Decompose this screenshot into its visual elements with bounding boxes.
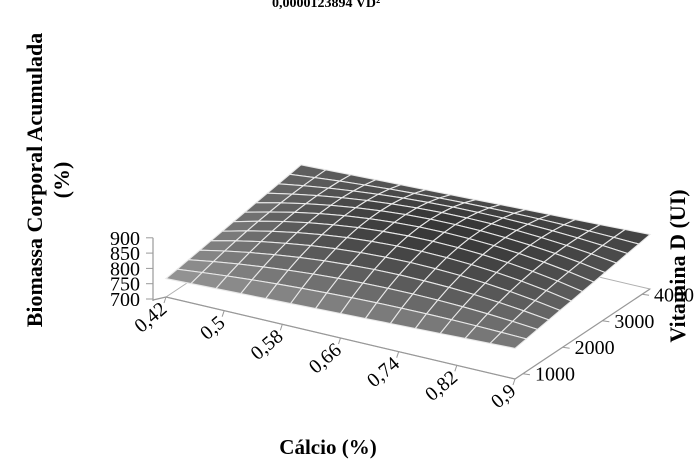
surface-cell	[488, 331, 528, 349]
y-tick-label: 900	[110, 228, 140, 250]
x-tick-label: 0,66	[305, 339, 346, 378]
floor-front-left	[152, 296, 167, 301]
x-axis-title: Cálcio (%)	[279, 435, 377, 459]
y-tick-label: 850	[110, 243, 140, 265]
x-tick-mark	[279, 324, 283, 331]
x-tick-mark	[512, 378, 516, 386]
x-tick-mark	[338, 337, 341, 345]
z-tick-label: 2000	[575, 337, 615, 359]
z-tick-mark	[562, 346, 570, 349]
z-tick-mark	[641, 293, 650, 296]
z-axis-line	[514, 288, 651, 380]
z-tick-label: 3000	[614, 311, 654, 333]
x-tick-mark	[396, 351, 400, 358]
y-tick-label: 750	[110, 274, 140, 296]
x-tick-mark	[163, 296, 167, 304]
equation-text: 0,0000123894 VD²	[272, 0, 381, 11]
x-tick-mark	[454, 365, 458, 372]
y-tick-label: 700	[110, 289, 140, 311]
x-tick-label: 0,82	[421, 366, 462, 405]
surface	[164, 164, 652, 349]
y-axis-title-line2: (%)	[49, 161, 74, 199]
y-axis-title-line1: Biomassa Corporal Acumulada	[22, 32, 47, 328]
x-tick-mark	[221, 310, 225, 317]
z-axis-title: Vitamina D (UI)	[665, 189, 690, 343]
x-tick-label: 0,58	[247, 325, 288, 364]
y-tick-label: 800	[110, 258, 140, 280]
y-axis-title: Biomassa Corporal Acumulada (%)	[21, 0, 81, 390]
z-tick-mark	[522, 373, 531, 376]
x-tick-label: 0,74	[363, 353, 404, 392]
z-tick-mark	[602, 320, 610, 323]
x-tick-label: 0,9	[487, 380, 520, 413]
z-tick-label: 1000	[535, 364, 575, 386]
z-tick-label: 4000	[654, 284, 694, 306]
x-tick-label: 0,5	[196, 312, 229, 345]
